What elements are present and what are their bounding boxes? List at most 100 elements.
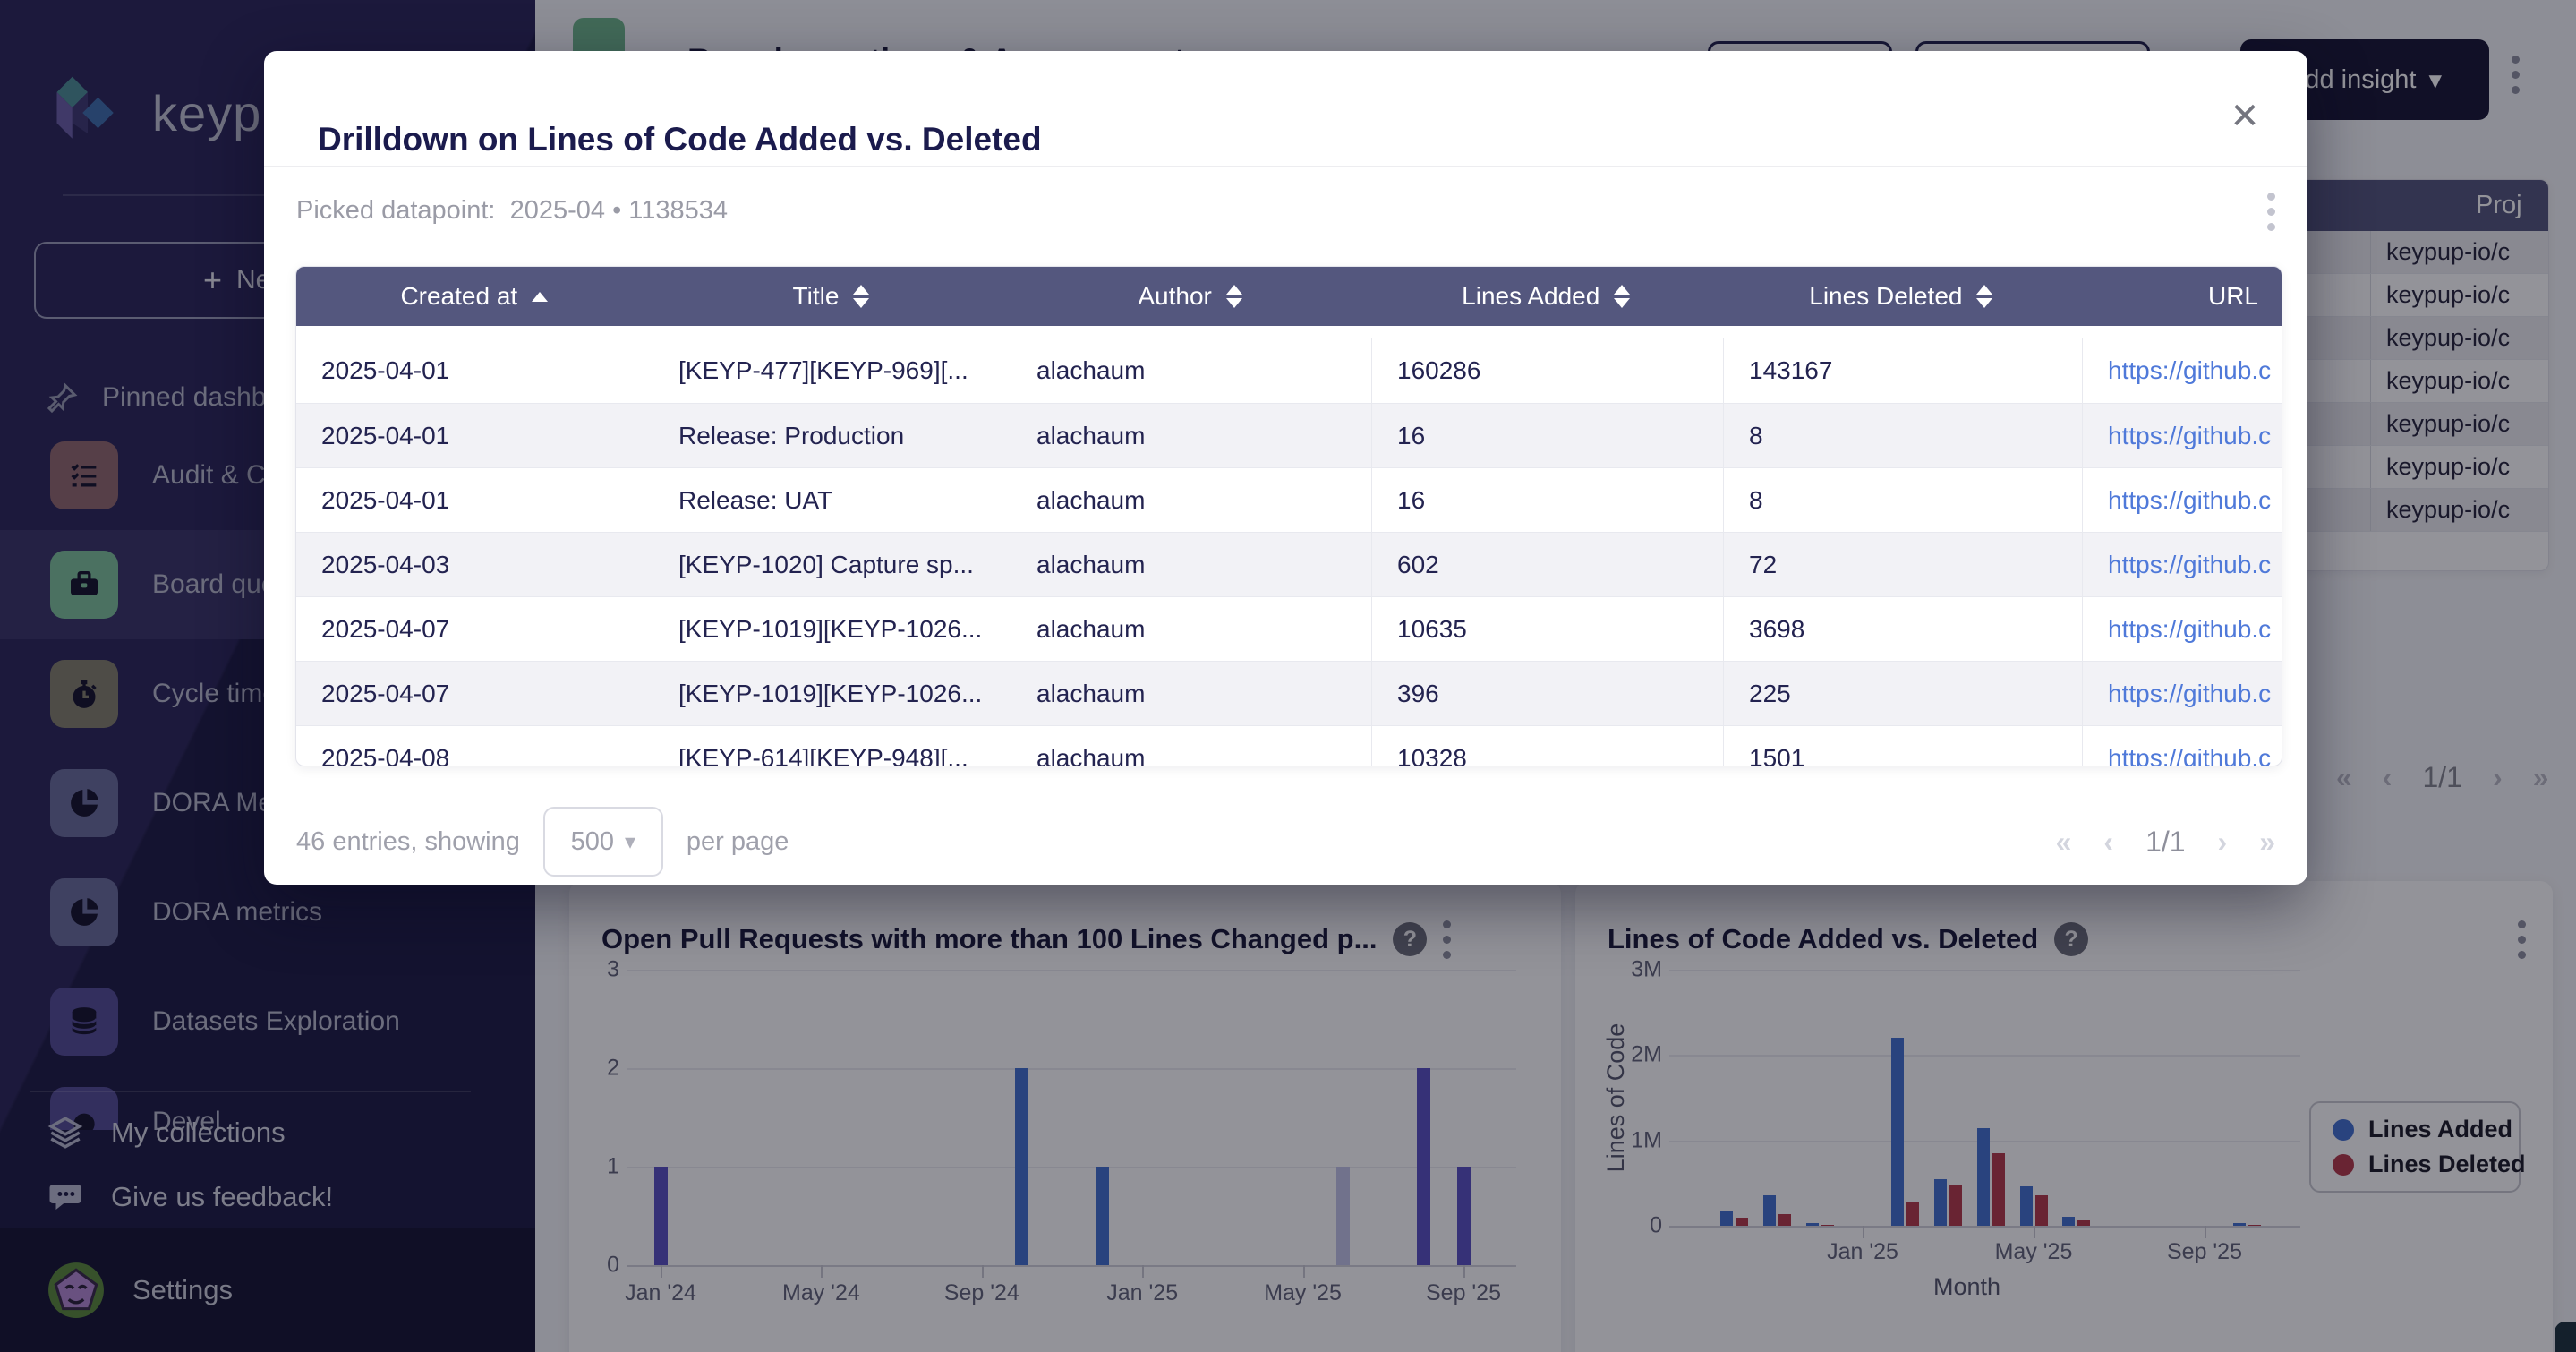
- bar-added-Nov-24[interactable]: [1763, 1194, 1776, 1226]
- pr-link[interactable]: https://github.c: [2108, 743, 2272, 766]
- sort-icon[interactable]: [1614, 285, 1631, 308]
- keypup-logo-icon: [56, 76, 114, 139]
- cell-lines-deleted: 72: [1723, 532, 2082, 596]
- chart-kebab-menu-icon[interactable]: [1443, 920, 1452, 959]
- first-page-button[interactable]: «: [2336, 761, 2352, 793]
- cell-url[interactable]: https://github.c: [2082, 338, 2282, 403]
- bar-deleted-Oct-24[interactable]: [1736, 1218, 1749, 1226]
- close-icon[interactable]: ✕: [2220, 91, 2270, 141]
- project-row[interactable]: keypup-io/c: [2194, 274, 2548, 317]
- bar-Dec-24[interactable]: [1095, 1167, 1109, 1265]
- bar-added-Dec-24[interactable]: [1805, 1223, 1819, 1226]
- pr-link[interactable]: https://github.c: [2108, 614, 2272, 643]
- bar-Jan-24[interactable]: [653, 1167, 668, 1265]
- sidebar-item-feedback[interactable]: Give us feedback!: [47, 1178, 333, 1216]
- y-axis-tick: 0: [607, 1252, 619, 1278]
- bar-added-May-25[interactable]: [2019, 1186, 2033, 1226]
- bar-deleted-Jun-25[interactable]: [2077, 1220, 2091, 1226]
- last-page-button[interactable]: »: [2532, 761, 2549, 793]
- column-header-created-at[interactable]: Created at: [296, 267, 653, 326]
- pr-link[interactable]: https://github.c: [2108, 485, 2272, 514]
- bar-Sep-25[interactable]: [1456, 1167, 1471, 1265]
- x-axis-tick: May '24: [782, 1280, 860, 1305]
- sidebar-item-audit-comp[interactable]: Audit & Comp: [0, 421, 535, 530]
- cell-url[interactable]: https://github.c: [2082, 403, 2282, 467]
- checklist-icon: [50, 441, 118, 509]
- bar-Oct-24[interactable]: [1015, 1068, 1029, 1265]
- bar-added-Mar-25[interactable]: [1934, 1178, 1947, 1226]
- bar-deleted-Dec-24[interactable]: [1821, 1225, 1834, 1226]
- bar-deleted-Mar-25[interactable]: [1949, 1185, 1962, 1226]
- cell-lines-added: 16: [1371, 467, 1723, 532]
- pr-link[interactable]: https://github.c: [2108, 550, 2272, 578]
- pr-link[interactable]: https://github.c: [2108, 421, 2272, 449]
- x-axis-tick: Jan '25: [1827, 1239, 1898, 1264]
- project-row[interactable]: keypup-io/c: [2194, 360, 2548, 403]
- cell-created-at: 2025-04-07: [296, 661, 653, 725]
- pr-link[interactable]: https://github.c: [2108, 356, 2272, 384]
- project-row[interactable]: keypup-io/c: [2194, 446, 2548, 489]
- column-header-label: Lines Added: [1462, 282, 1600, 310]
- gridline: [627, 1265, 1516, 1267]
- table-row: 2025-04-03 [KEYP-1020] Capture sp... alach…: [296, 532, 2282, 596]
- bar-deleted-Apr-25[interactable]: [1992, 1152, 2005, 1226]
- bar-deleted-Feb-25[interactable]: [1906, 1202, 1920, 1226]
- sort-asc-icon: [1976, 285, 1993, 295]
- bar-added-Oct-24[interactable]: [1720, 1211, 1734, 1226]
- sidebar-item-settings[interactable]: Settings: [0, 1228, 535, 1352]
- page-size-select[interactable]: 500 ▾: [542, 807, 663, 877]
- legend-item-lines-deleted[interactable]: Lines Deleted: [2333, 1151, 2526, 1178]
- cell-url[interactable]: https://github.c: [2082, 661, 2282, 725]
- cell-url[interactable]: https://github.c: [2082, 467, 2282, 532]
- bar-deleted-Oct-25[interactable]: [2248, 1225, 2262, 1226]
- column-header-title[interactable]: Title: [653, 267, 1011, 326]
- prev-page-button[interactable]: ‹: [2382, 761, 2393, 793]
- gridline: [1669, 1226, 2300, 1228]
- sort-icon[interactable]: [532, 291, 549, 302]
- sidebar-item-dora-metrics[interactable]: DORA metrics: [0, 858, 535, 967]
- bar-added-Apr-25[interactable]: [1976, 1128, 1990, 1226]
- y-axis-tick: 0: [1650, 1212, 1662, 1238]
- first-page-button[interactable]: «: [2055, 825, 2072, 858]
- column-header-lines-deleted[interactable]: Lines Deleted: [1722, 267, 2081, 326]
- help-icon[interactable]: ?: [2054, 922, 2089, 956]
- bar-deleted-Nov-24[interactable]: [1778, 1213, 1791, 1226]
- column-header-url[interactable]: URL: [2080, 267, 2282, 326]
- cell-url[interactable]: https://github.c: [2082, 596, 2282, 661]
- next-page-button[interactable]: ›: [2492, 761, 2503, 793]
- chart-title: Open Pull Requests with more than 100 Li…: [601, 923, 1378, 954]
- prev-page-button[interactable]: ‹: [2103, 825, 2114, 858]
- bar-added-Jun-25[interactable]: [2062, 1217, 2076, 1226]
- bar-Aug-25[interactable]: [1416, 1068, 1430, 1265]
- chart-kebab-menu-icon[interactable]: [2518, 920, 2526, 959]
- column-header-author[interactable]: Author: [1010, 267, 1370, 326]
- last-page-button[interactable]: »: [2259, 825, 2275, 858]
- sidebar-item-pinned-dashboards[interactable]: Pinned dashbo: [47, 381, 281, 414]
- sidebar-item-my-collections[interactable]: My collections: [47, 1114, 286, 1151]
- cell-author: alachaum: [1011, 596, 1371, 661]
- pr-link[interactable]: https://github.c: [2108, 679, 2272, 707]
- cell-url[interactable]: https://github.c: [2082, 532, 2282, 596]
- chat-widget[interactable]: [2555, 1322, 2576, 1352]
- sidebar-item-datasets-exploration[interactable]: Datasets Exploration: [0, 967, 535, 1076]
- bar-added-Feb-25[interactable]: [1891, 1038, 1905, 1226]
- sort-icon[interactable]: [1976, 285, 1993, 308]
- project-name: keypup-io/c: [2386, 281, 2511, 308]
- bar-deleted-May-25[interactable]: [2034, 1194, 2048, 1226]
- bar-added-Oct-25[interactable]: [2233, 1223, 2247, 1226]
- bar-Jun-25[interactable]: [1335, 1167, 1350, 1265]
- column-header-lines-added[interactable]: Lines Added: [1370, 267, 1722, 326]
- help-icon[interactable]: ?: [1393, 922, 1428, 956]
- header-kebab-menu-icon[interactable]: [2512, 56, 2520, 94]
- sort-icon[interactable]: [853, 285, 870, 308]
- chart-legend: Lines Added Lines Deleted: [2309, 1101, 2526, 1193]
- next-page-button[interactable]: ›: [2217, 825, 2228, 858]
- modal-kebab-menu-icon[interactable]: [2267, 193, 2275, 231]
- legend-item-lines-added[interactable]: Lines Added: [2333, 1116, 2519, 1143]
- sort-icon[interactable]: [1225, 285, 1242, 308]
- cell-title: [KEYP-477][KEYP-969][...: [653, 338, 1011, 403]
- cell-url[interactable]: https://github.c: [2082, 725, 2282, 766]
- sidebar-item-devel[interactable]: Devel: [0, 1076, 535, 1130]
- cell-lines-deleted: 3698: [1723, 596, 2082, 661]
- drilldown-table: Created at Title Author Lines Added Lines De…: [295, 266, 2282, 766]
